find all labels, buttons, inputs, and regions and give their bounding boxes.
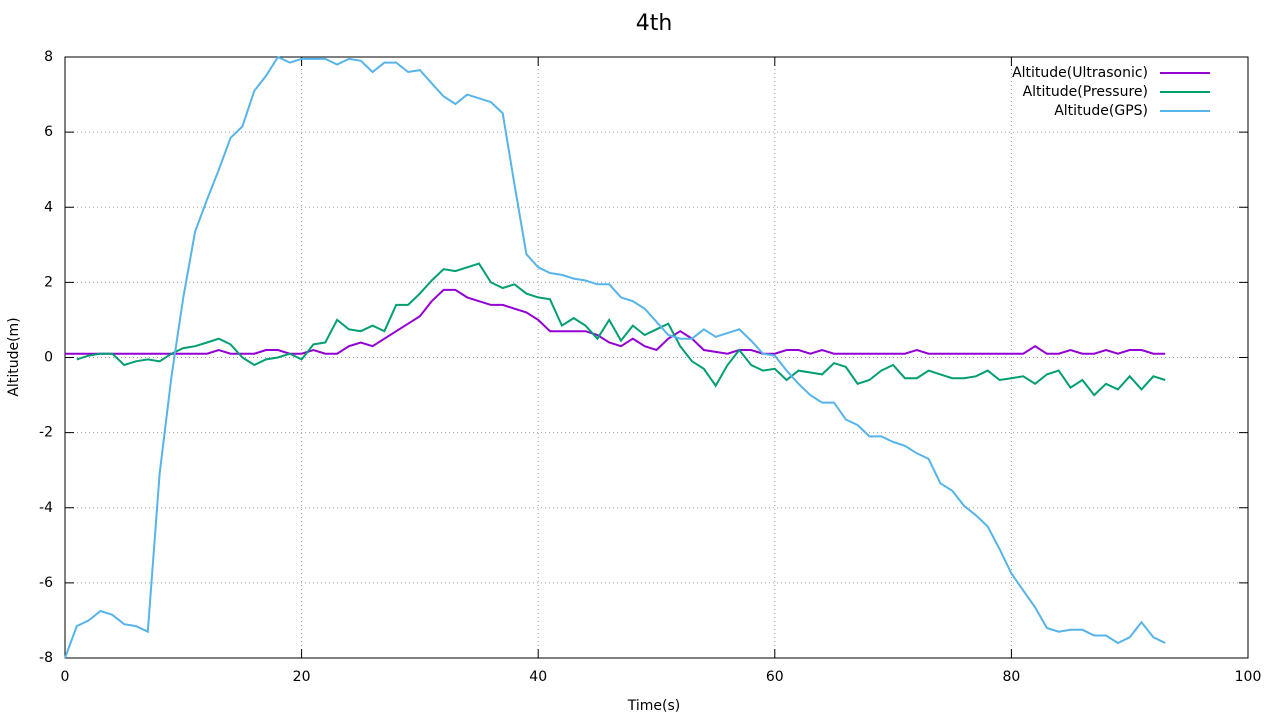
series-line: [64, 55, 1166, 659]
y-tick-label: -8: [39, 650, 53, 666]
legend-label: Altitude(Pressure): [1023, 84, 1148, 100]
x-tick-label: 20: [293, 669, 311, 685]
y-tick-label: -2: [39, 425, 53, 441]
y-tick-label: 8: [44, 49, 53, 65]
y-tick-label: 4: [44, 199, 53, 215]
y-tick-label: -6: [39, 575, 53, 591]
x-tick-label: 80: [1002, 669, 1020, 685]
y-tick-label: -4: [39, 500, 53, 516]
y-axis-label: Altitude(m): [6, 317, 22, 396]
x-tick-label: 40: [529, 669, 547, 685]
legend-label: Altitude(GPS): [1054, 103, 1148, 119]
y-tick-label: 6: [44, 124, 53, 140]
series-line: [65, 288, 1166, 355]
chart-title: 4th: [636, 11, 673, 36]
series-line: [76, 262, 1166, 397]
x-tick-label: 100: [1235, 669, 1262, 685]
y-tick-label: 2: [44, 274, 53, 290]
x-axis-label: Time(s): [627, 698, 680, 714]
legend-label: Altitude(Ultrasonic): [1012, 65, 1148, 81]
x-tick-label: 0: [61, 669, 70, 685]
x-tick-label: 60: [766, 669, 784, 685]
plot-border: [64, 56, 1249, 659]
y-tick-label: 0: [44, 350, 53, 366]
